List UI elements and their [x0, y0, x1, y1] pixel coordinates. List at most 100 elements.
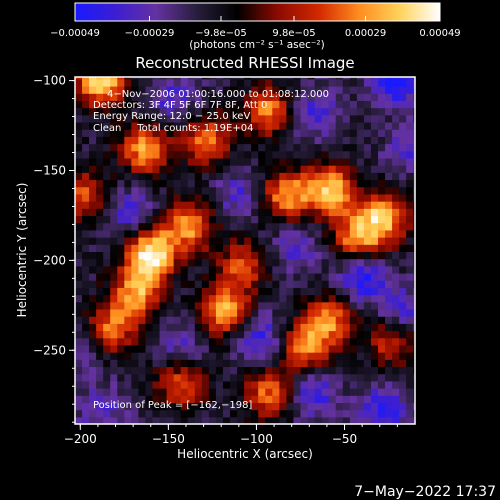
heatmap-cell [145, 265, 154, 274]
heatmap-cell [314, 344, 323, 353]
heatmap-cell [413, 244, 415, 252]
heatmap-cell [370, 409, 379, 418]
heatmap-cell [173, 165, 182, 173]
heatmap-cell [279, 373, 287, 382]
heatmap-cell [138, 352, 147, 360]
heatmap-cell [117, 402, 125, 411]
heatmap-cell [286, 93, 295, 101]
heatmap-cell [124, 251, 132, 260]
heatmap-cell [293, 359, 302, 368]
heatmap-cell [363, 330, 372, 339]
heatmap-cell [413, 352, 415, 360]
heatmap-cell [215, 409, 224, 418]
heatmap-cell [406, 388, 414, 396]
heatmap-cell [370, 416, 379, 424]
heatmap-cell [413, 280, 415, 288]
heatmap-cell [385, 121, 393, 130]
heatmap-cell [356, 280, 365, 288]
heatmap-cell [251, 85, 259, 94]
heatmap-cell [342, 121, 351, 130]
heatmap-cell [215, 165, 224, 173]
heatmap-cell [96, 136, 104, 145]
heatmap-cell [328, 337, 337, 346]
heatmap-cell [96, 179, 104, 188]
heatmap-cell [201, 294, 210, 303]
heatmap-cell [187, 366, 196, 375]
heatmap-cell [342, 215, 351, 224]
heatmap-cell [314, 409, 323, 418]
heatmap-cell [152, 150, 161, 159]
heatmap-cell [166, 280, 175, 288]
heatmap-cell [251, 172, 259, 181]
heatmap-cell [131, 129, 140, 137]
heatmap-cell [138, 129, 147, 137]
heatmap-cell [286, 244, 295, 252]
heatmap-cell [187, 229, 196, 238]
heatmap-cell [321, 280, 330, 288]
heatmap-cell [251, 121, 259, 130]
heatmap-cell [117, 294, 125, 303]
heatmap-cell [230, 229, 238, 238]
heatmap-cell [237, 172, 245, 181]
heatmap-cell [370, 143, 379, 152]
heatmap-cell [230, 201, 238, 209]
heatmap-cell [406, 294, 414, 303]
heatmap-cell [251, 416, 259, 424]
heatmap-cell [413, 114, 415, 123]
heatmap-cell [286, 294, 295, 303]
heatmap-cell [96, 237, 104, 245]
heatmap-cell [194, 100, 203, 109]
heatmap-cell [328, 172, 337, 181]
heatmap-cell [89, 129, 97, 137]
heatmap-cell [356, 258, 365, 267]
heatmap-cell [251, 229, 259, 238]
heatmap-cell [215, 323, 224, 332]
heatmap-cell [96, 77, 104, 80]
heatmap-cell [265, 373, 273, 382]
heatmap-cell [75, 294, 83, 303]
heatmap-cell [180, 201, 189, 209]
heatmap-cell [363, 359, 372, 368]
heatmap-cell [180, 388, 189, 396]
heatmap-cell [152, 251, 161, 260]
heatmap-cell [215, 287, 224, 296]
heatmap-cell [131, 416, 140, 424]
heatmap-cell [399, 136, 407, 145]
heatmap-cell [399, 416, 407, 424]
y-tick-label: −100 [33, 74, 66, 88]
heatmap-cell [392, 330, 400, 339]
heatmap-cell [180, 272, 189, 281]
heatmap-cell [215, 359, 224, 368]
heatmap-cell [258, 186, 266, 195]
heatmap-cell [265, 244, 273, 252]
heatmap-cell [335, 330, 344, 339]
heatmap-cell [321, 416, 330, 424]
heatmap-cell [117, 78, 125, 87]
heatmap-cell [244, 402, 252, 411]
heatmap-cell [406, 77, 414, 80]
heatmap-cell [349, 172, 358, 181]
heatmap-cell [145, 215, 154, 224]
heatmap-cell [356, 373, 365, 382]
heatmap-cell [244, 136, 252, 145]
heatmap-cell [328, 294, 337, 303]
heatmap-cell [286, 330, 295, 339]
heatmap-cell [265, 352, 273, 360]
heatmap-cell [180, 93, 189, 101]
heatmap-cell [406, 208, 414, 217]
heatmap-cell [265, 330, 273, 339]
heatmap-cell [279, 93, 287, 101]
x-tick-label: −50 [332, 432, 357, 446]
heatmap-cell [117, 409, 125, 418]
heatmap-cell [208, 77, 217, 80]
heatmap-cell [201, 121, 210, 130]
heatmap-cell [82, 208, 90, 217]
heatmap-cell [138, 380, 147, 389]
heatmap-cell [314, 165, 323, 173]
heatmap-cell [399, 258, 407, 267]
heatmap-cell [279, 258, 287, 267]
heatmap-cell [131, 229, 140, 238]
heatmap-cell [385, 193, 393, 202]
heatmap-cell [314, 179, 323, 188]
heatmap-cell [300, 272, 309, 281]
